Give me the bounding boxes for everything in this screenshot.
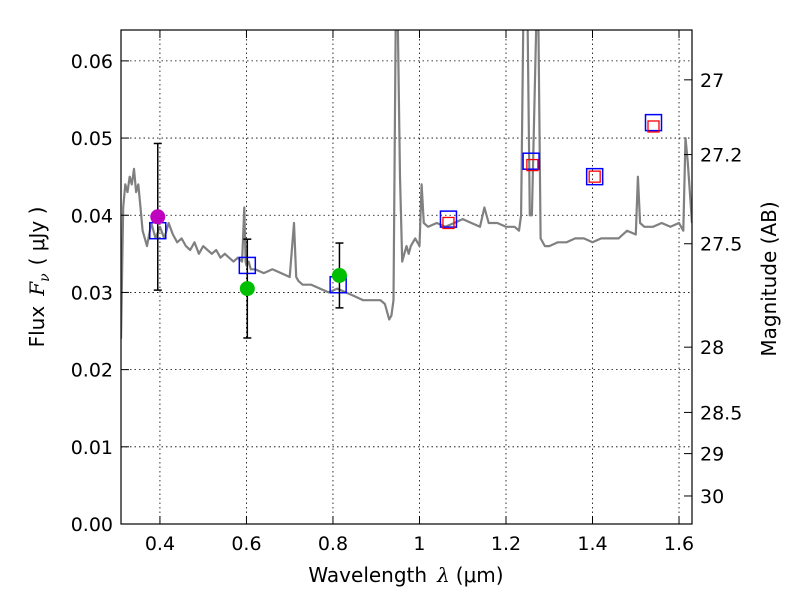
y2-tick-label: 29 [700,444,724,466]
y2-tick-label: 28 [700,337,724,359]
y-tick-label: 0.04 [71,205,113,227]
observed-ir-point [526,158,539,172]
y-tick-label: 0.01 [71,437,113,459]
y-tick-label: 0.02 [71,360,113,382]
x-tick-label: 0.8 [318,533,348,555]
x-tick-label: 1.2 [491,533,521,555]
y2-tick-label: 27.5 [700,234,742,256]
axes-ticks: 0.4 0.6 0.8 1 1.2 1.4 1.6 0.00 0.01 0.02 0.03 0.04 0… [71,30,742,555]
observed-uvis-point [331,267,347,283]
model-spectrum-line [121,30,692,339]
model-photometry-point [439,210,458,228]
y2-axis-title: Magnitude (AB) [757,201,781,356]
x-tick-label: 1 [413,533,425,555]
plot-area [121,30,692,339]
y-tick-label: 0.00 [71,514,113,536]
model-photometry-point [585,167,604,186]
observed-acs-point [150,209,166,225]
y-tick-label: 0.05 [71,128,113,150]
y2-tick-label: 27 [700,70,724,92]
x-tick-label: 0.6 [231,533,261,555]
observed-uvis-point [239,281,255,297]
x-tick-label: 0.4 [145,533,175,555]
x-tick-label: 1.6 [664,533,694,555]
plot-frame [120,29,693,525]
y2-tick-label: 27.2 [700,145,742,167]
x-axis-title: Wavelength λ (μm) [308,563,503,587]
markers [149,113,663,339]
y2-tick-label: 28.5 [700,402,742,424]
y-tick-label: 0.03 [71,282,113,304]
y2-tick-label: 30 [700,486,724,508]
observed-ir-point [647,120,660,133]
model-photometry-point [644,113,663,132]
observed-ir-point [588,170,601,183]
model-photometry-point [522,152,540,170]
y-tick-label: 0.06 [71,51,113,73]
x-tick-label: 1.4 [577,533,607,555]
observed-ir-point [442,216,455,230]
y-axis-title: FluxFν( μJy ) [25,207,53,348]
